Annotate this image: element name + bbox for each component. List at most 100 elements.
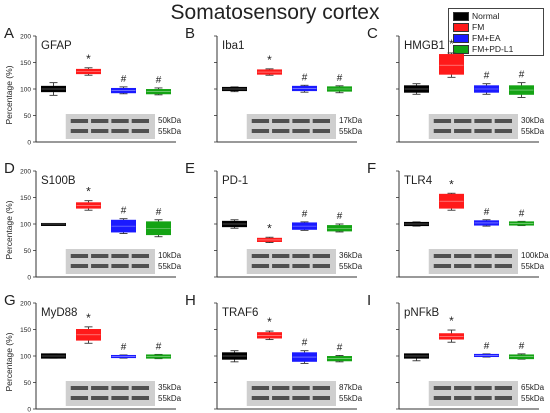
panel-e-protein-label: PD-1	[222, 175, 248, 187]
panel-d-blot-band	[111, 264, 129, 268]
panel-d-ytick-label: 200	[20, 169, 31, 176]
panel-i-blot-band	[433, 386, 452, 390]
panel-c-blot-band	[494, 119, 512, 123]
panel-h-bar-fm-ea-marker: #	[302, 338, 308, 349]
panel-d-blot	[65, 249, 155, 274]
panel-b-bar-fm-pd-l1-marker: #	[337, 73, 343, 84]
panel-i-bar-fm-ea-marker: #	[484, 341, 490, 352]
panel-f-bar-fm-marker: *	[449, 177, 454, 191]
panel-a-bar-fm-ea	[111, 87, 136, 94]
panel-b-protein-label: Iba1	[222, 40, 244, 52]
panel-g-bar-fm	[76, 329, 101, 341]
panel-e-kda-loading: 55kDa	[339, 262, 363, 271]
panel-i-bar-fm-ea	[474, 353, 499, 358]
panel-f-blot-band	[494, 254, 512, 258]
panel-b-blot-band	[272, 129, 290, 133]
panel-h-blot-band	[251, 396, 270, 400]
panel-a-letter: A	[4, 25, 14, 42]
panel-e-kda-target: 36kDa	[339, 251, 363, 260]
panel-d-protein-label: S100B	[41, 175, 76, 187]
panel-d-ytick-label: 0	[27, 275, 31, 282]
panel-i-blot	[428, 381, 518, 406]
panel-d-blot-band	[70, 264, 89, 268]
panel-g-bar-fm-marker: *	[86, 311, 91, 325]
panel-d-ytick-label: 150	[20, 195, 31, 202]
panel-g-ytick-label: 200	[20, 301, 31, 308]
panel-c-blot-band	[474, 119, 492, 123]
panel-h-blot-band	[251, 386, 270, 390]
panel-e-blot-band	[251, 254, 270, 258]
panel-b-blot	[246, 114, 336, 139]
panel-h-bar-fm-marker: *	[267, 315, 272, 329]
panel-c-blot-band	[494, 129, 512, 133]
panel-c-protein-label: HMGB1	[404, 40, 445, 52]
panel-f-protein-label: TLR4	[404, 175, 433, 187]
panel-g-ytick-label: 0	[27, 407, 31, 413]
panel-e-blot-band	[312, 254, 330, 258]
panel-g-blot-band	[70, 386, 89, 390]
panel-b-bar-fm-pd-l1	[327, 86, 352, 92]
panel-i-kda-target: 65kDa	[521, 383, 545, 392]
panel-a-blot-band	[91, 119, 109, 123]
panel-a-y-axis-label: Percentage (%)	[4, 65, 14, 124]
panel-f-bar-fm	[439, 193, 464, 209]
panel-i-blot-band	[454, 396, 472, 400]
panel-a-bar-fm-pd-l1	[146, 89, 171, 95]
panel-c-blot-band	[454, 129, 472, 133]
panel-d-bar-fm	[76, 202, 101, 209]
panel-e-blot-band	[251, 264, 270, 268]
legend-swatch-fm-pdl1	[453, 45, 469, 55]
legend-swatch-fm	[453, 23, 469, 33]
panel-h-blot-band	[312, 396, 330, 400]
panel-h-bar-fm	[257, 332, 282, 339]
panel-i-blot-band	[474, 386, 492, 390]
panel-c-letter: C	[367, 25, 378, 42]
panel-b-kda-target: 17kDa	[339, 116, 363, 125]
panel-a-ytick-label: 150	[20, 60, 31, 67]
panel-i-blot-band	[494, 396, 512, 400]
panel-e-bar-fm-pd-l1-marker: #	[337, 211, 343, 222]
panel-a-bar-fm	[76, 68, 101, 75]
panel-f-bar-normal	[404, 221, 429, 227]
panel-c-blot-band	[433, 119, 452, 123]
panel-i-protein-label: pNFkB	[404, 307, 439, 319]
panel-a-blot-band	[111, 119, 129, 123]
panel-b-blot-band	[292, 129, 310, 133]
panel-e-bar-fm-marker: *	[267, 221, 272, 235]
panel-a-blot-band	[70, 129, 89, 133]
panel-d-kda-target: 10kDa	[158, 251, 182, 260]
panel-a-blot-band	[131, 129, 149, 133]
legend-item-fm-ea: FM+EA	[453, 33, 501, 44]
panel-h-protein-label: TRAF6	[222, 307, 258, 319]
panel-b-bar-fm	[257, 69, 282, 75]
panel-e-bar-fm-pd-l1	[327, 225, 352, 232]
panel-a-bar-fm-marker: *	[86, 52, 91, 66]
panel-b-blot-band	[251, 129, 270, 133]
panel-g-ytick-label: 150	[20, 327, 31, 334]
panel-b-letter: B	[185, 25, 195, 42]
panel-g-blot-band	[131, 386, 149, 390]
panel-b-kda-loading: 55kDa	[339, 127, 363, 136]
panel-f-bar-fm-ea-marker: #	[484, 207, 490, 218]
panel-g-blot-band	[131, 396, 149, 400]
panel-g-ytick-label: 50	[24, 380, 32, 387]
panel-g-bar-fm-ea-marker: #	[121, 342, 127, 353]
panel-b-blot-band	[251, 119, 270, 123]
panel-g-bar-normal	[41, 353, 66, 359]
panel-h-kda-loading: 55kDa	[339, 394, 363, 403]
panel-h-bar-fm-ea	[292, 352, 317, 362]
panel-c-blot	[428, 114, 518, 139]
panel-g-blot-band	[111, 396, 129, 400]
panel-d: D S100B 0 50 100 150 200 Percentage (%) * # #10kDa…	[4, 160, 182, 282]
panel-i-bar-normal	[404, 353, 429, 359]
legend-item-fm: FM	[453, 22, 485, 33]
panel-h-letter: H	[185, 292, 196, 309]
panel-c-bar-fm	[439, 54, 464, 75]
legend-label-fm: FM	[472, 22, 485, 32]
panel-f-blot-band	[494, 264, 512, 268]
panel-f-bar-fm-pd-l1-marker: #	[519, 208, 525, 219]
panel-h-blot-band	[312, 386, 330, 390]
panel-a-bar-normal	[41, 85, 66, 93]
